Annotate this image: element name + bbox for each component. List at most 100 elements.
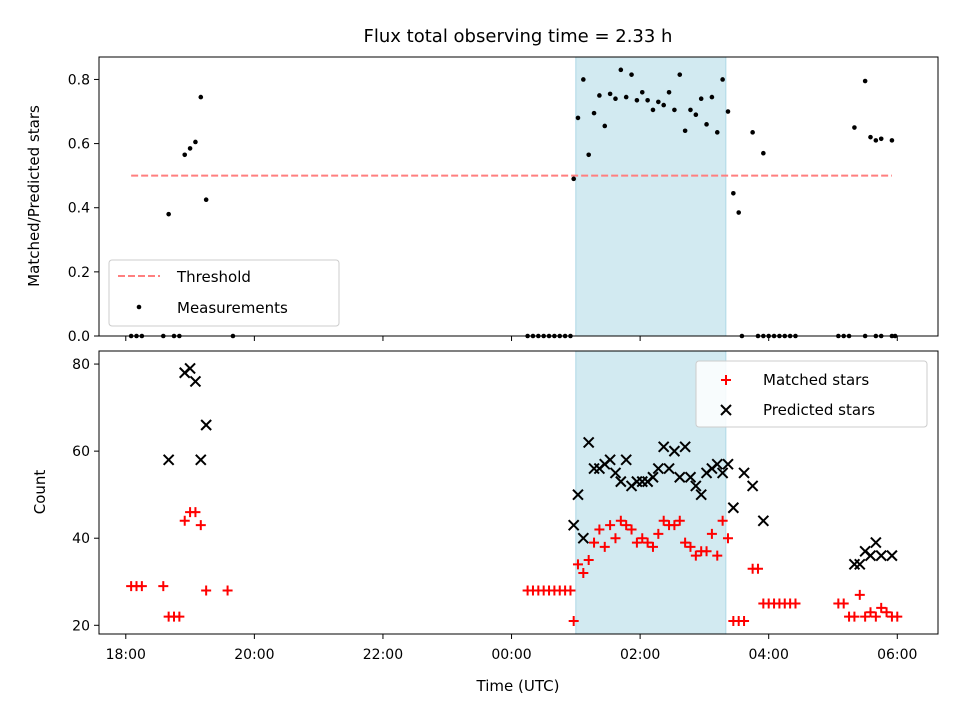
measurements-point <box>682 128 688 134</box>
matched-stars-point <box>578 568 589 579</box>
predicted-stars-point <box>604 454 616 466</box>
predicted-stars-point <box>567 519 580 531</box>
measurements-point <box>862 78 868 84</box>
measurements-point <box>873 138 879 143</box>
legend-matched-swatch <box>721 375 731 385</box>
measurements-point <box>166 211 171 217</box>
matched-stars-point <box>674 515 685 526</box>
x-tick-label: 20:00 <box>234 647 274 663</box>
legend-measurements-label: Measurements <box>177 299 288 317</box>
matched-stars-point <box>158 581 169 592</box>
matched-stars-point <box>610 533 621 544</box>
matched-stars-point <box>722 533 733 544</box>
measurements-point <box>714 130 720 135</box>
matched-stars-point <box>599 541 610 552</box>
predicted-stars-point <box>582 436 595 449</box>
bot-y-tick-label: 80 <box>72 357 90 373</box>
measurements-point <box>581 77 586 82</box>
measurements-point <box>725 109 731 114</box>
matched-stars-point <box>642 537 653 548</box>
matched-stars-point <box>222 585 233 596</box>
measurements-point <box>639 89 645 95</box>
measurements-point <box>677 72 683 77</box>
top-y-tick-label: 0.0 <box>68 329 90 345</box>
matched-stars-point <box>881 607 892 618</box>
top-y-tick-label: 0.8 <box>68 72 90 88</box>
matched-stars-point <box>739 615 750 626</box>
matched-stars-point <box>838 598 849 609</box>
matched-stars-point <box>179 515 190 526</box>
top-panel: 0.0 0.2 0.4 0.6 0.8 Flux total observing tim… <box>25 26 939 345</box>
matched-stars-point <box>568 615 579 626</box>
measurements-point <box>688 107 693 113</box>
predicted-stars-point <box>886 549 898 562</box>
matched-stars-point <box>626 524 637 535</box>
measurements-point <box>586 152 591 158</box>
measurements-point <box>645 97 650 103</box>
predicted-stars-point <box>615 475 627 488</box>
top-y-axis-label: Matched/Predicted stars <box>25 105 43 287</box>
predicted-stars-point <box>609 467 622 479</box>
predicted-stars-point <box>657 441 670 453</box>
predicted-stars-point <box>695 488 707 501</box>
top-y-tick-label: 0.2 <box>68 265 90 281</box>
x-tick-label: 02:00 <box>620 647 660 663</box>
predicted-stars-point <box>854 558 866 571</box>
predicted-stars-point <box>757 515 770 527</box>
predicted-stars-point <box>195 454 207 466</box>
matched-stars-point <box>565 585 576 596</box>
matched-stars-point <box>790 598 801 609</box>
measurements-point <box>698 96 704 101</box>
predicted-stars-point <box>727 502 740 514</box>
matched-stars-point <box>621 520 632 531</box>
predicted-stars-point <box>690 480 702 492</box>
predicted-stars-point <box>864 549 877 562</box>
measurements-point <box>575 115 581 121</box>
matched-stars-point <box>136 581 147 592</box>
predicted-stars-point <box>746 480 759 492</box>
x-tick-label: 18:00 <box>106 647 146 663</box>
measurements-point <box>852 125 857 130</box>
matched-stars-point <box>669 520 680 531</box>
x-tick-label: 22:00 <box>363 647 403 663</box>
top-y-tick-label: 0.6 <box>68 137 90 153</box>
predicted-stars-point <box>184 362 196 375</box>
measurements-point <box>203 197 209 203</box>
measurements-point <box>571 176 576 182</box>
x-tick-label: 00:00 <box>491 647 531 663</box>
measurements-point <box>602 123 608 129</box>
matched-stars-point <box>653 528 664 539</box>
matched-stars-point <box>201 585 212 596</box>
measurements-point <box>704 122 709 127</box>
matched-stars-point <box>876 602 887 613</box>
bottom-plot-frame <box>98 350 939 635</box>
legend-threshold-label: Threshold <box>176 268 251 286</box>
top-legend: Threshold Measurements <box>108 259 340 327</box>
matched-stars-point <box>572 559 583 570</box>
measurements-point <box>761 150 766 156</box>
measurements-point <box>868 134 873 140</box>
predicted-stars-point <box>716 467 729 479</box>
legend-measurements-swatch <box>136 304 142 310</box>
bottom-panel: 20 40 60 80 18:00 20:00 22:00 00:00 02:00 04:00 0… <box>31 350 939 695</box>
predicted-stars-point <box>620 454 632 466</box>
predicted-stars-point <box>674 471 686 483</box>
bot-y-tick-label: 20 <box>72 618 90 634</box>
measurements-point <box>182 152 188 158</box>
predicted-stars-point <box>722 458 734 470</box>
predicted-stars-point <box>577 532 590 544</box>
matched-stars-point <box>190 507 201 518</box>
matched-stars-point <box>849 611 860 622</box>
observing-window-shade <box>575 56 727 337</box>
matched-stars-point <box>865 607 876 618</box>
matched-stars-point <box>174 611 185 622</box>
predicted-stars-point <box>647 471 659 483</box>
matched-stars-point <box>637 533 648 544</box>
predicted-stars-point <box>668 445 681 457</box>
matched-stars-point <box>615 515 626 526</box>
matched-stars-point <box>658 515 669 526</box>
matched-stars-point <box>594 524 605 535</box>
predicted-stars-point <box>652 462 665 475</box>
predicted-stars-point <box>189 375 202 388</box>
measurements-point <box>198 94 204 100</box>
